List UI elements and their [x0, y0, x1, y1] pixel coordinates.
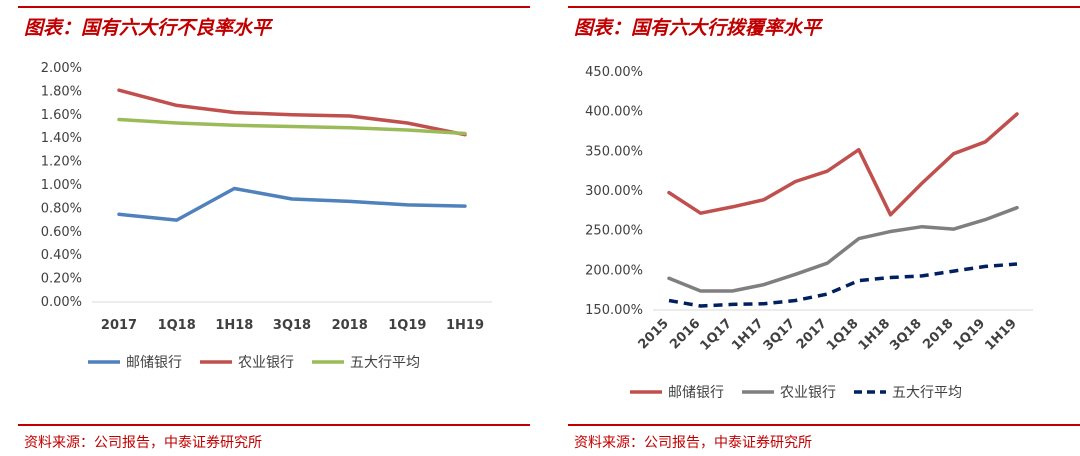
- x-tick-label: 1H18: [856, 316, 893, 353]
- series-line: [117, 186, 467, 222]
- bottom-rule: [568, 424, 1080, 426]
- x-tick-label: 2016: [667, 316, 703, 352]
- bottom-rule: [18, 424, 530, 426]
- x-tick-label: 3Q17: [761, 316, 799, 354]
- y-tick-label: 250.00%: [585, 224, 643, 239]
- y-tick-label: 0.20%: [41, 272, 82, 287]
- x-tick-label: 1Q18: [158, 318, 196, 333]
- y-tick-label: 0.80%: [41, 201, 82, 216]
- y-tick-label: 300.00%: [585, 184, 643, 199]
- x-tick-label: 3Q18: [887, 316, 925, 354]
- y-tick-label: 200.00%: [585, 263, 643, 278]
- npl-ratio-chart: 0.00% 0.20% 0.40% 0.60% 0.80% 1.00% 1.20% 1.40%…: [41, 61, 492, 371]
- x-tick-label: 2018: [920, 316, 956, 352]
- top-rule: [568, 6, 1080, 8]
- chart-title: 图表：国有六大行拨覆率水平: [574, 17, 822, 39]
- y-tick-label: 150.00%: [585, 303, 643, 318]
- x-tick-label: 1Q19: [388, 318, 426, 333]
- x-tick-label: 1H18: [215, 318, 253, 333]
- y-tick-label: 0.60%: [41, 225, 82, 240]
- left-chart-panel: 图表：国有六大行不良率水平 0.00% 0.20% 0.40% 0.60% 0.80% 1…: [0, 0, 530, 456]
- legend-label: 农业银行: [780, 385, 836, 401]
- source-note: 资料来源：公司报告，中泰证券研究所: [574, 435, 812, 451]
- x-tick-label: 2017: [101, 318, 137, 333]
- x-tick-label: 3Q18: [273, 318, 311, 333]
- y-tick-label: 350.00%: [585, 144, 643, 159]
- y-tick-label: 450.00%: [585, 65, 643, 80]
- x-tick-label: 1Q17: [697, 316, 735, 354]
- x-tick-label: 2018: [332, 318, 368, 333]
- x-tick-label: 1Q18: [824, 316, 862, 354]
- x-tick-label: 1H19: [982, 316, 1019, 353]
- legend-label: 五大行平均: [350, 355, 420, 371]
- y-tick-label: 1.20%: [41, 155, 82, 170]
- legend-label: 邮储银行: [668, 385, 724, 401]
- source-note: 资料来源：公司报告，中泰证券研究所: [24, 435, 262, 451]
- y-tick-label: 0.00%: [41, 295, 82, 310]
- right-chart-panel: 图表：国有六大行拨覆率水平 150.00% 200.00% 250.00% 300.0…: [550, 0, 1080, 456]
- chart-title: 图表：国有六大行不良率水平: [24, 17, 272, 39]
- x-tick-label: 2017: [794, 316, 830, 352]
- y-tick-label: 2.00%: [41, 61, 82, 76]
- y-tick-label: 400.00%: [585, 105, 643, 120]
- x-tick-label: 1Q19: [951, 316, 989, 354]
- top-rule: [18, 6, 530, 8]
- series-line: [117, 117, 467, 136]
- series-line: [667, 112, 1019, 217]
- x-tick-label: 2015: [636, 316, 672, 352]
- y-tick-label: 0.40%: [41, 248, 82, 263]
- x-tick-label: 1H19: [446, 318, 484, 333]
- series-line: [117, 88, 467, 137]
- y-tick-label: 1.00%: [41, 178, 82, 193]
- provision-coverage-chart: 150.00% 200.00% 250.00% 300.00% 350.00% 400.0…: [585, 65, 1033, 401]
- y-tick-label: 1.60%: [41, 108, 82, 123]
- y-tick-label: 1.80%: [41, 84, 82, 99]
- legend-label: 五大行平均: [892, 385, 962, 401]
- legend-label: 农业银行: [238, 355, 294, 371]
- x-tick-label: 1H17: [729, 316, 766, 353]
- legend-label: 邮储银行: [126, 355, 182, 371]
- series-line: [667, 205, 1019, 293]
- y-tick-label: 1.40%: [41, 131, 82, 146]
- series-line: [668, 262, 1018, 308]
